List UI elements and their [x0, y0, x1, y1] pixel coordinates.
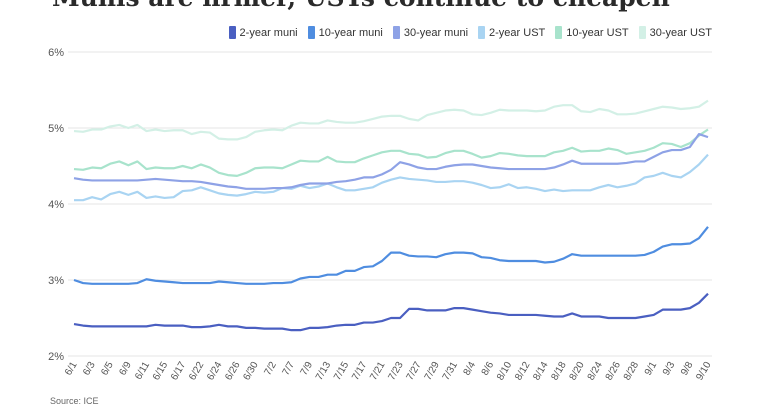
x-tick-label: 6/3 [81, 360, 98, 378]
chart-title: Munis are firmer, USTs continue to cheap… [52, 0, 670, 12]
x-tick-label: 8/14 [531, 360, 550, 383]
legend-swatch [307, 26, 315, 39]
x-tick-label: 6/17 [169, 360, 188, 383]
x-tick-label: 7/13 [314, 360, 333, 383]
legend-item: 10-year muni [307, 26, 383, 39]
x-tick-label: 7/15 [332, 360, 351, 383]
series-line [74, 153, 709, 202]
x-tick-label: 7/27 [405, 360, 424, 383]
legend-item: 30-year UST [638, 26, 712, 39]
x-tick-label: 8/6 [480, 360, 497, 378]
x-tick-label: 6/9 [117, 360, 134, 378]
legend-item: 2-year muni [228, 26, 298, 39]
legend-item: 10-year UST [555, 26, 629, 39]
x-tick-label: 8/12 [513, 360, 532, 383]
x-tick-label: 6/26 [223, 360, 242, 383]
y-tick-label: 2% [48, 351, 64, 363]
y-tick-label: 6% [48, 47, 64, 59]
grid-lines [68, 51, 712, 357]
x-tick-label: 7/17 [350, 360, 369, 383]
legend-swatch [555, 26, 563, 39]
legend-swatch [228, 26, 236, 39]
x-tick-label: 7/29 [423, 360, 442, 383]
x-tick-label: 7/23 [386, 360, 405, 383]
x-tick-label: 6/24 [205, 360, 224, 383]
x-tick-label: 9/8 [679, 360, 696, 378]
x-tick-label: 8/28 [622, 360, 641, 383]
x-tick-label: 6/30 [241, 360, 260, 383]
x-tick-label: 8/24 [586, 360, 605, 383]
series-line [73, 226, 709, 285]
y-tick-label: 4% [48, 199, 64, 211]
legend-label: 2-year UST [489, 26, 546, 39]
x-tick-label: 8/26 [604, 360, 623, 383]
legend-item: 30-year muni [392, 26, 469, 39]
series-line [73, 99, 709, 141]
y-tick-label: 5% [48, 123, 64, 135]
x-tick-label: 8/10 [495, 360, 514, 383]
x-tick-label: 6/1 [63, 360, 80, 378]
x-tick-label: 7/21 [368, 360, 387, 383]
legend-label: 2-year muni [239, 26, 298, 39]
legend-label: 30-year muni [403, 26, 469, 39]
x-tick-label: 6/22 [187, 360, 206, 383]
source-note: Source: ICE [50, 396, 99, 406]
x-tick-label: 7/2 [262, 360, 279, 378]
x-tick-label: 8/4 [462, 360, 479, 378]
x-tick-label: 7/9 [299, 360, 316, 378]
series-lines [73, 99, 709, 332]
legend-label: 10-year muni [318, 26, 383, 39]
legend-label: 10-year UST [566, 26, 629, 39]
x-tick-label: 9/1 [643, 360, 660, 378]
x-tick-label: 8/20 [568, 360, 587, 383]
legend-item: 2-year UST [478, 26, 545, 39]
y-tick-label: 3% [48, 275, 64, 287]
legend-swatch [638, 26, 646, 39]
x-tick-label: 7/31 [441, 360, 460, 383]
x-tick-label: 8/18 [549, 360, 568, 383]
legend-label: 30-year UST [649, 26, 712, 39]
x-tick-label: 9/10 [694, 360, 713, 383]
x-tick-label: 9/3 [661, 360, 678, 378]
x-axis: 6/1 6/3 6/5 6/9 6/116/156/176/226/246/266/30… [63, 360, 714, 383]
legend: 2-year muni 10-year muni 30-year muni 2-yea… [228, 26, 712, 39]
y-axis: 2% 3% 4% 5% 6% [48, 47, 64, 363]
x-tick-label: 6/11 [133, 360, 152, 382]
legend-swatch [392, 26, 400, 39]
series-line [73, 132, 709, 190]
series-line [73, 292, 709, 332]
series-line [73, 128, 709, 177]
x-tick-label: 7/7 [281, 360, 298, 378]
legend-swatch [478, 26, 486, 39]
x-tick-label: 6/5 [99, 360, 116, 378]
x-tick-label: 6/15 [151, 360, 170, 383]
